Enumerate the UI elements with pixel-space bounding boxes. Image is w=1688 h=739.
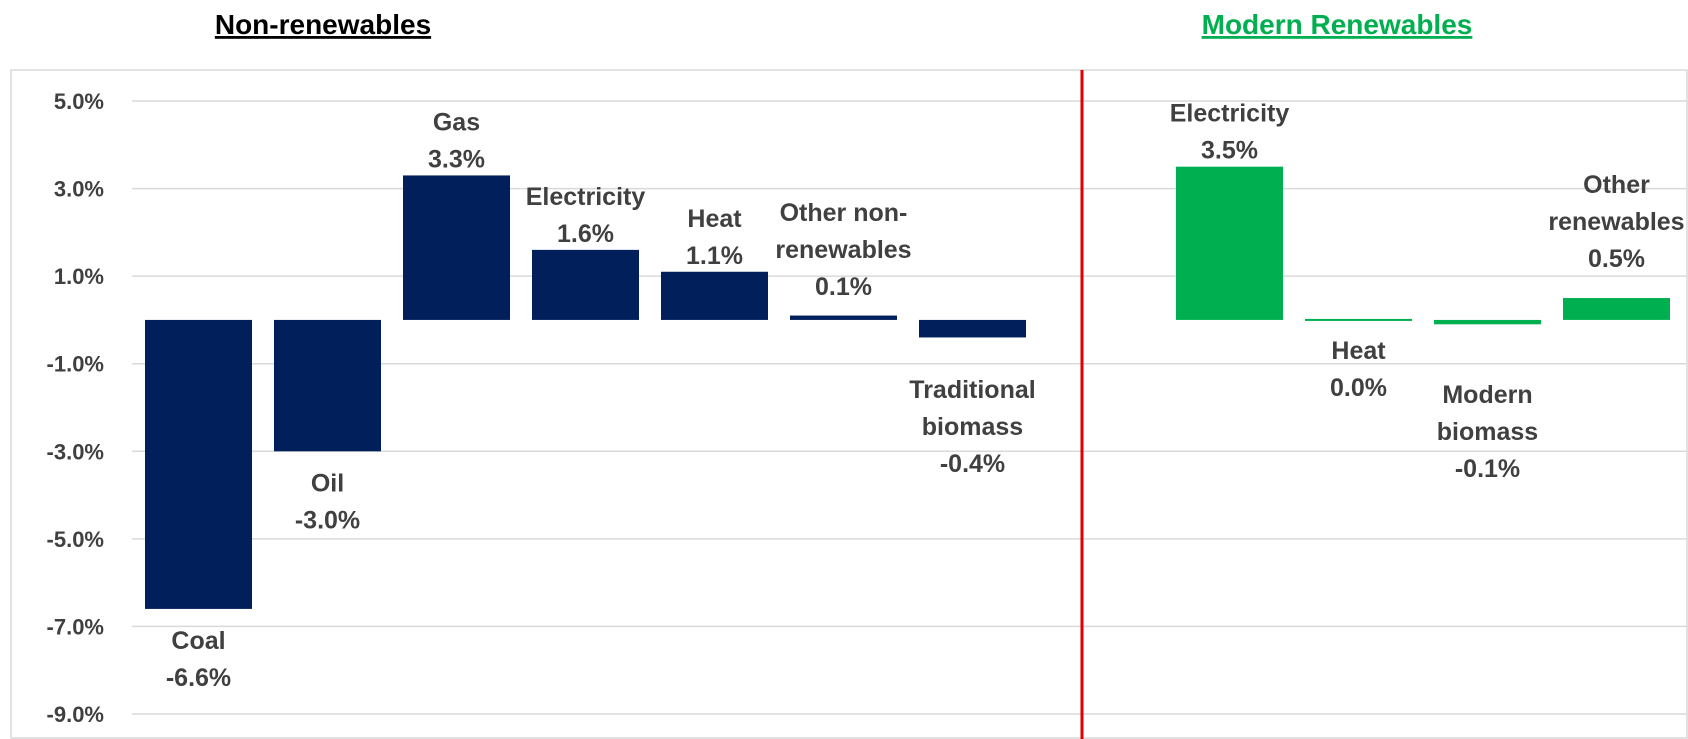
bar-heat [1305,318,1412,321]
category-label: Gas [433,108,480,136]
category-label: biomass [1437,418,1538,446]
bar-labels: Coal -6.6% Oil -3.0% Gas 3.3% Electricity 1.6% H… [166,100,1685,692]
category-label: renewables [775,236,911,264]
bar-coal [145,319,252,609]
y-tick-label: -3.0% [47,439,104,464]
data-label: 1.1% [686,242,743,270]
y-tick-label: -5.0% [47,527,104,552]
category-label: biomass [922,413,1023,441]
bar-modern-biomass [1434,319,1541,325]
data-label: -3.0% [295,506,360,534]
category-label: Heat [1331,337,1386,365]
y-tick-label: -7.0% [47,614,104,639]
bar-electricity [532,249,639,320]
data-label: 3.3% [428,145,485,173]
category-label: Electricity [1170,100,1290,128]
category-label: Traditional [909,376,1035,404]
bar-other-non-renewables [790,315,897,320]
category-label: Heat [687,205,742,233]
bar-traditional-biomass [919,319,1026,338]
bar-oil [274,319,381,452]
category-label: Coal [171,627,225,655]
bar-gas [403,175,510,320]
data-label: 3.5% [1201,137,1258,165]
y-tick-label: 3.0% [54,177,104,202]
bar-other-renewables [1563,298,1670,320]
data-label: -0.1% [1455,455,1520,483]
y-tick-label: 1.0% [54,264,104,289]
bars [145,166,1670,609]
bar-electricity [1176,166,1283,320]
data-label: -6.6% [166,664,231,692]
category-label: Other [1583,171,1650,199]
y-tick-label: -9.0% [47,702,104,727]
gridlines [132,100,1687,715]
data-label: 0.5% [1588,245,1645,273]
y-tick-label: -1.0% [47,352,104,377]
bar-heat [661,271,768,320]
plot-area-border [10,69,1688,739]
category-label: Modern [1442,381,1532,409]
category-label: renewables [1548,208,1684,236]
data-label: 0.0% [1330,374,1387,402]
data-label: 0.1% [815,273,872,301]
data-label: 1.6% [557,220,614,248]
section-title-non-renewables: Non-renewables [215,9,431,40]
section-title-modern-renewables: Modern Renewables [1202,9,1473,40]
category-label: Electricity [526,183,646,211]
y-axis-ticks: 5.0% 3.0% 1.0% -1.0% -3.0% -5.0% -7.0% -9.0% [47,89,104,727]
category-label: Oil [311,469,344,497]
y-tick-label: 5.0% [54,89,104,114]
category-label: Other non- [780,199,908,227]
data-label: -0.4% [940,450,1005,478]
